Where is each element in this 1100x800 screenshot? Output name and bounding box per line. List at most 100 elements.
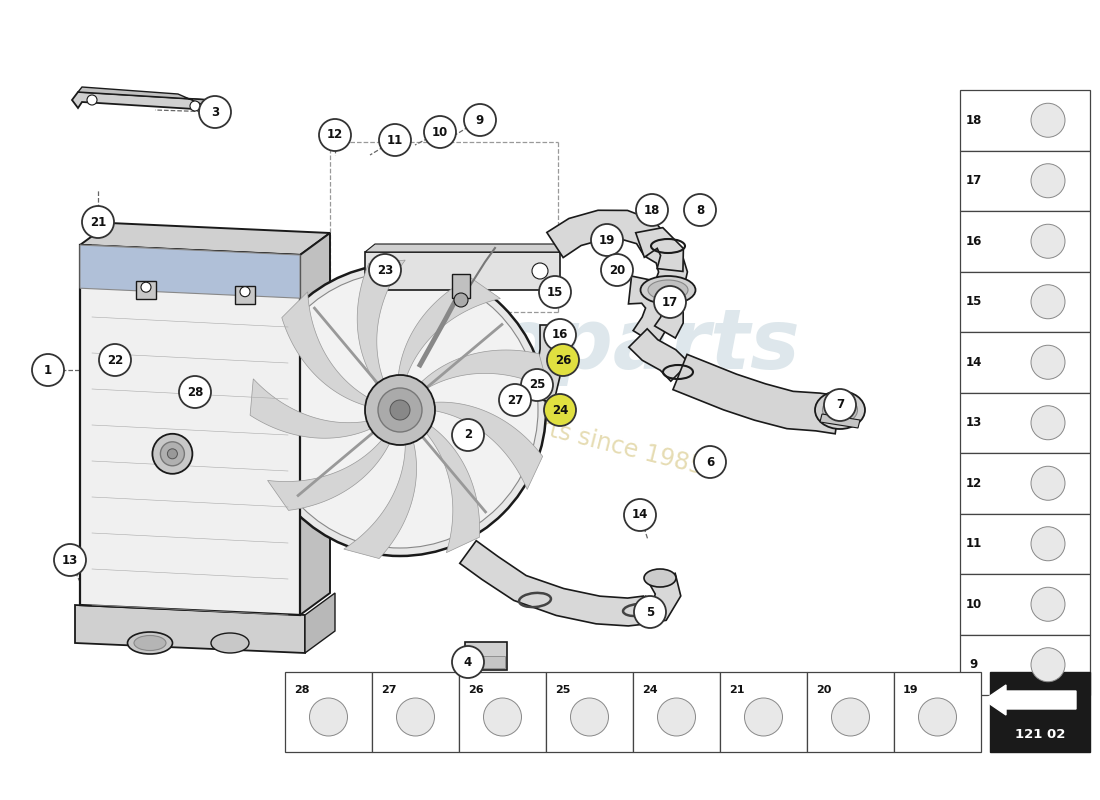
Text: 13: 13 (966, 416, 982, 430)
Bar (468, 656, 505, 668)
Polygon shape (645, 574, 681, 624)
Circle shape (161, 442, 185, 466)
Circle shape (521, 369, 553, 401)
Circle shape (379, 124, 411, 156)
Text: 6: 6 (706, 455, 714, 469)
Polygon shape (547, 210, 667, 258)
Text: 5: 5 (646, 606, 654, 618)
Ellipse shape (648, 280, 688, 300)
Text: 18: 18 (966, 114, 982, 126)
Text: 12: 12 (327, 129, 343, 142)
Text: 121 02: 121 02 (1015, 729, 1065, 742)
Text: 8: 8 (696, 203, 704, 217)
Polygon shape (820, 414, 860, 428)
Text: europarts: europarts (340, 305, 801, 386)
Circle shape (378, 388, 422, 432)
Circle shape (832, 698, 869, 736)
Polygon shape (305, 593, 336, 653)
Text: 9: 9 (970, 658, 978, 671)
Bar (960, 271, 1090, 332)
Circle shape (240, 286, 250, 297)
Circle shape (454, 293, 467, 307)
Ellipse shape (823, 397, 858, 423)
Text: 12: 12 (966, 477, 982, 490)
Bar (235, 286, 255, 304)
Polygon shape (282, 292, 372, 407)
Polygon shape (358, 260, 405, 389)
Circle shape (684, 194, 716, 226)
Circle shape (254, 264, 546, 556)
Circle shape (1031, 285, 1065, 318)
Bar (720, 672, 807, 752)
Circle shape (1031, 224, 1065, 258)
Polygon shape (80, 223, 330, 255)
Text: 11: 11 (387, 134, 403, 146)
Circle shape (167, 449, 177, 459)
Bar (894, 672, 981, 752)
Bar (452, 274, 470, 298)
Polygon shape (629, 329, 690, 381)
Circle shape (1031, 103, 1065, 138)
Polygon shape (628, 276, 670, 346)
Circle shape (694, 446, 726, 478)
Text: 28: 28 (187, 386, 204, 398)
Polygon shape (460, 541, 647, 626)
Circle shape (365, 375, 435, 445)
Circle shape (54, 544, 86, 576)
Polygon shape (250, 379, 375, 438)
Bar (960, 634, 1090, 695)
Bar (546, 672, 632, 752)
Circle shape (1031, 648, 1065, 682)
Circle shape (532, 263, 548, 279)
Text: 27: 27 (507, 394, 524, 406)
Text: 20: 20 (816, 685, 832, 695)
Circle shape (654, 286, 686, 318)
Circle shape (319, 119, 351, 151)
Polygon shape (72, 92, 210, 110)
Circle shape (262, 272, 538, 548)
Bar (990, 672, 1090, 752)
Circle shape (624, 499, 656, 531)
Circle shape (571, 698, 608, 736)
Polygon shape (80, 245, 300, 298)
Bar (285, 672, 372, 752)
Bar (960, 393, 1090, 453)
Circle shape (499, 384, 531, 416)
Text: 10: 10 (966, 598, 982, 610)
Polygon shape (673, 354, 840, 434)
Text: 26: 26 (468, 685, 484, 695)
Polygon shape (344, 438, 417, 558)
Circle shape (190, 101, 200, 111)
Polygon shape (75, 605, 305, 653)
Circle shape (824, 389, 856, 421)
Circle shape (199, 96, 231, 128)
Text: 25: 25 (529, 378, 546, 391)
Polygon shape (530, 325, 564, 403)
Text: 17: 17 (662, 295, 678, 309)
Circle shape (377, 263, 393, 279)
Text: 22: 22 (107, 354, 123, 366)
Circle shape (87, 95, 97, 105)
Polygon shape (80, 245, 300, 615)
Bar (960, 514, 1090, 574)
Text: 11: 11 (966, 538, 982, 550)
Circle shape (32, 354, 64, 386)
Text: 21: 21 (90, 215, 106, 229)
Text: 4: 4 (464, 655, 472, 669)
Text: 2: 2 (464, 429, 472, 442)
Polygon shape (636, 228, 683, 271)
Text: a passion for parts since 1985: a passion for parts since 1985 (354, 370, 706, 480)
Text: 13: 13 (62, 554, 78, 566)
Text: 28: 28 (294, 685, 309, 695)
Circle shape (658, 698, 695, 736)
Circle shape (1031, 466, 1065, 500)
Text: 3: 3 (211, 106, 219, 118)
Text: 10: 10 (432, 126, 448, 138)
Text: 21: 21 (729, 685, 745, 695)
Bar (136, 282, 156, 299)
Ellipse shape (640, 276, 695, 304)
Text: 1: 1 (44, 363, 52, 377)
Circle shape (544, 319, 576, 351)
Bar (960, 211, 1090, 271)
Polygon shape (418, 350, 549, 390)
